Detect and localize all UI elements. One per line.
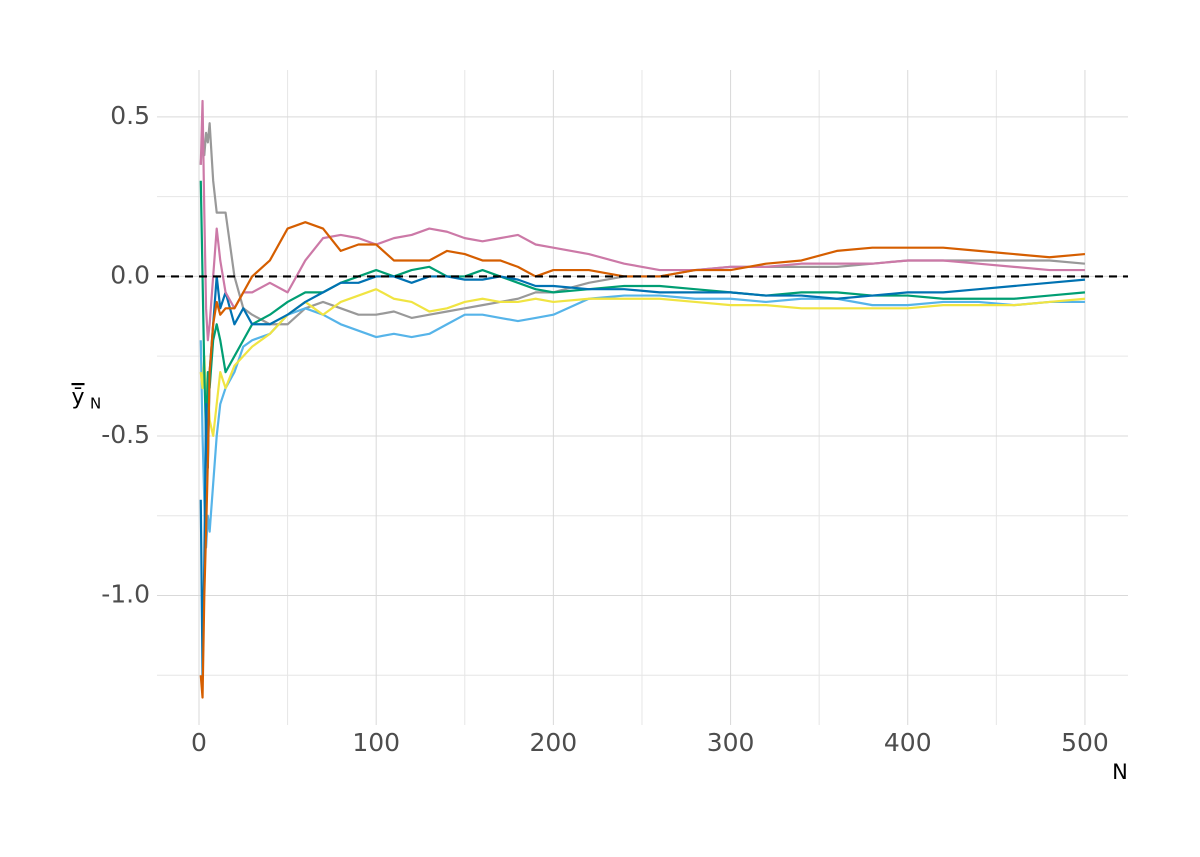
series-line [199,275,1086,677]
x-tick-label: 500 [1061,728,1109,757]
y-tick-label: 0.0 [110,260,150,289]
y-tick-label: 0.5 [110,101,150,130]
series-line [199,122,1086,326]
x-tick-label: 200 [530,728,578,757]
series-line [199,221,1086,699]
y-tick-label: -1.0 [101,579,150,608]
y-axis-label: ȳ [71,385,84,410]
x-tick-label: 100 [352,728,400,757]
series-line [199,294,1085,549]
x-tick-label: 0 [191,728,207,757]
x-tick-label: 400 [884,728,932,757]
series-line [199,180,1086,438]
series-line [199,99,1085,342]
y-axis-label-subscript: N [90,395,101,413]
x-tick-label: 300 [707,728,755,757]
x-axis-label: N [1112,760,1128,784]
y-tick-label: -0.5 [101,420,150,449]
series-line [199,288,1086,438]
